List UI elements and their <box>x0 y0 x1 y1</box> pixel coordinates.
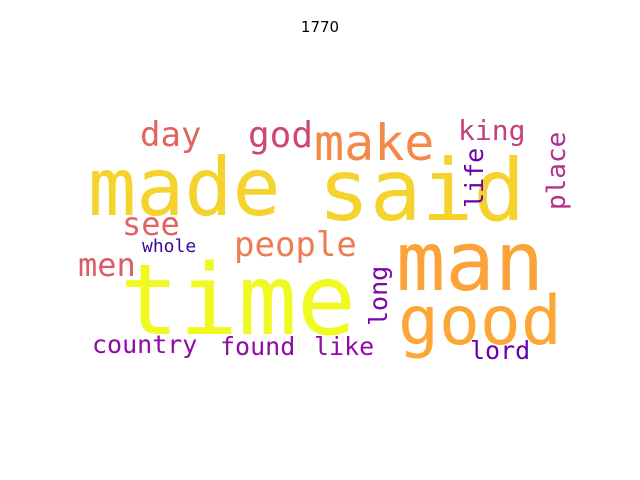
word-make: make <box>314 114 435 172</box>
word-life: life <box>460 147 489 208</box>
word-man: man <box>396 215 545 310</box>
word-good: good <box>398 282 562 361</box>
word-found: found <box>220 332 296 361</box>
word-lord: lord <box>470 336 531 365</box>
word-whole: whole <box>142 236 197 257</box>
word-said: said <box>318 141 526 241</box>
word-made: made <box>88 141 281 234</box>
word-men: men <box>78 246 136 284</box>
word-god: god <box>248 115 314 156</box>
word-see: see <box>122 205 180 243</box>
chart-title: 1770 <box>300 18 340 36</box>
word-king: king <box>458 114 526 147</box>
word-place: place <box>542 131 572 210</box>
word-country: country <box>92 330 198 359</box>
word-like: like <box>314 332 375 361</box>
word-day: day <box>140 115 202 155</box>
word-long: long <box>364 265 393 326</box>
word-people: people <box>234 225 357 265</box>
word-time: time <box>120 244 357 358</box>
